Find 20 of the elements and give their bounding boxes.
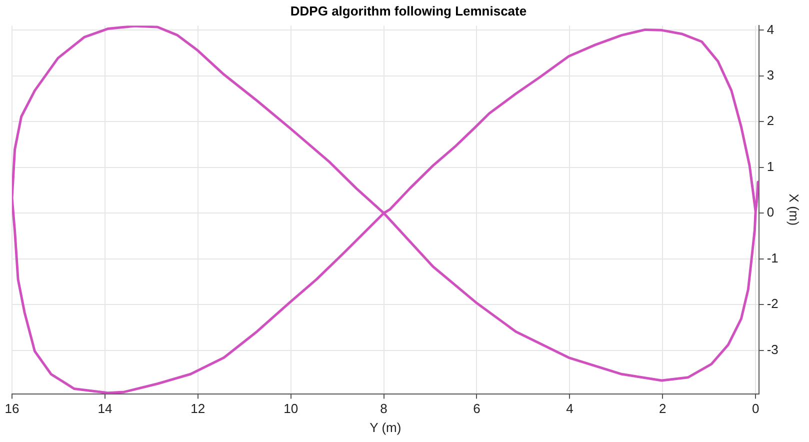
x-tick-label: 6 [473,401,480,416]
x-tick-label: 4 [566,401,574,416]
y-tick-label: 2 [766,113,774,128]
y-axis-title: X (m) [786,194,802,226]
y-tick-label: 4 [766,22,774,37]
y-tick-label: 3 [766,67,774,82]
x-tick-label: 2 [659,401,666,416]
x-axis-title: Y (m) [370,420,402,435]
y-tick-label: -1 [766,250,778,266]
y-tick-label: -3 [766,342,778,357]
x-tick-label: 8 [380,401,388,416]
x-tick-label: 12 [190,401,206,416]
x-tick-label: 14 [98,401,112,416]
y-tick-label: 1 [766,158,774,174]
chart-title: DDPG algorithm following Lemniscate [290,3,527,18]
x-tick-label: 10 [284,401,298,416]
y-tick-label: 0 [766,204,774,220]
y-tick-label: -2 [766,296,778,312]
x-tick-label: 0 [752,401,760,416]
x-tick-label: 16 [4,401,20,416]
